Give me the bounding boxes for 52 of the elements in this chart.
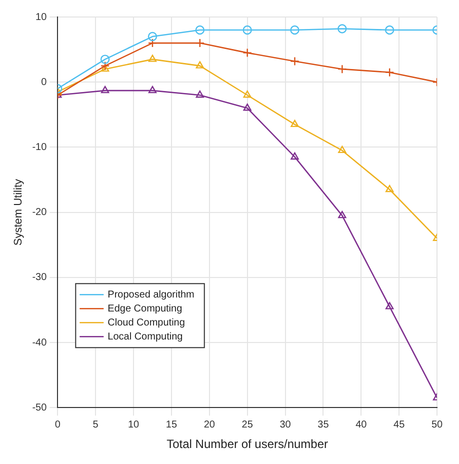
point (101, 64, 110, 72)
point (290, 56, 300, 66)
point (195, 25, 205, 35)
y-tick-label: -50 (32, 402, 48, 414)
x-axis-title: Total Number of users/number (166, 437, 328, 452)
point (242, 48, 252, 58)
point (148, 86, 157, 94)
y-tick-label: 0 (41, 76, 48, 88)
point (386, 184, 394, 192)
y-tick-label: -10 (32, 142, 48, 153)
point (243, 90, 252, 98)
point (338, 146, 346, 154)
legend-label: Edge Computing (108, 303, 182, 314)
point (338, 24, 347, 34)
legend-label: Proposed algorithm (108, 289, 194, 300)
y-tick-label: -40 (32, 337, 48, 348)
x-tick-label: 40 (356, 419, 368, 430)
point (101, 86, 110, 94)
point (243, 104, 252, 111)
y-tick-label: 10 (36, 12, 48, 23)
y-tick-label: -30 (32, 272, 48, 284)
point (100, 54, 110, 64)
point (384, 25, 394, 35)
point (384, 68, 394, 77)
point (148, 38, 158, 48)
point (338, 64, 347, 74)
point (290, 152, 299, 160)
x-tick-label: 30 (280, 419, 292, 430)
point (290, 120, 299, 128)
point (148, 32, 158, 42)
x-tick-label: 45 (394, 419, 406, 430)
point (100, 61, 110, 70)
point (196, 90, 204, 98)
x-tick-label: 0 (54, 419, 61, 430)
point (338, 210, 346, 218)
point (290, 25, 300, 35)
x-tick-label: 25 (242, 419, 254, 430)
point (196, 61, 204, 68)
point (148, 54, 157, 62)
x-tick-label: 20 (204, 419, 216, 430)
point (242, 25, 252, 35)
y-tick-label: -20 (32, 207, 48, 218)
legend-label: Local Computing (108, 331, 183, 342)
point (195, 38, 205, 48)
x-tick-label: 35 (318, 419, 330, 430)
legend-label: Cloud Computing (108, 317, 185, 328)
point (386, 302, 394, 310)
y-axis-title: System Utility (12, 178, 25, 246)
x-tick-label: 10 (128, 419, 140, 430)
x-tick-label: 50 (431, 419, 443, 430)
x-tick-label: 15 (166, 419, 178, 430)
x-tick-label: 5 (92, 419, 99, 430)
